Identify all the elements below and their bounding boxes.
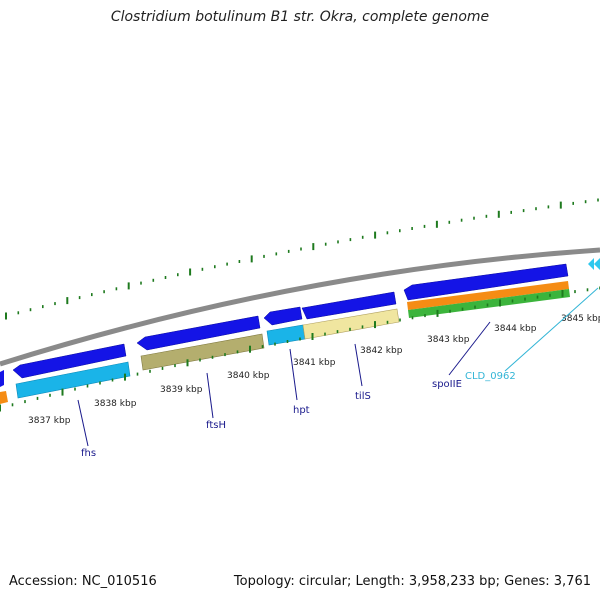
- tick-label: 3839 kbp: [160, 385, 203, 395]
- gene-arrow: [263, 306, 303, 326]
- tick-label: 3837 kbp: [28, 416, 71, 426]
- forward-genes: [0, 258, 600, 387]
- tick-label: 3844 kbp: [494, 324, 537, 334]
- tick-label: 3842 kbp: [360, 346, 403, 356]
- trna-bar: [408, 289, 570, 318]
- genome-backbone: [0, 247, 600, 367]
- leader-line: [448, 321, 491, 376]
- accession-label: Accession: NC_010516: [9, 574, 157, 589]
- genome-summary: Topology: circular; Length: 3,958,233 bp…: [233, 574, 591, 589]
- tick-label: 3838 kbp: [94, 399, 137, 409]
- tick-label: 3845 kbp: [561, 314, 600, 324]
- gene-label-CLD_0962: CLD_0962: [465, 371, 516, 382]
- gene-arrow: [12, 343, 127, 379]
- gene-arrow: [136, 315, 261, 351]
- leader-line: [206, 372, 214, 419]
- tick-label: 3841 kbp: [293, 358, 336, 368]
- gene-arrow: [0, 370, 4, 387]
- leader-line: [504, 287, 599, 372]
- rrna-bar: [407, 281, 569, 310]
- gene-arrow: [403, 263, 569, 301]
- cds-features: [0, 281, 570, 404]
- leader-line: [354, 343, 363, 387]
- cds-bar: [0, 391, 8, 404]
- gene-arrow: [301, 291, 397, 320]
- gene-arrow: [588, 258, 594, 270]
- cds-bar: [266, 324, 306, 346]
- gene-label-tilS: tilS: [355, 391, 371, 402]
- cds-bar: [15, 361, 131, 399]
- gene-label-ftsH: ftsH: [206, 420, 226, 431]
- tick-label: 3840 kbp: [227, 371, 270, 381]
- tick-labels: 3837 kbp 3838 kbp 3839 kbp 3840 kbp 3841…: [28, 314, 600, 426]
- gene-label-fhs: fhs: [81, 448, 96, 459]
- gene-labels: fhs ftsH hpt tilS spoIIE CLD_0962: [77, 287, 599, 459]
- tick-label: 3843 kbp: [427, 335, 470, 345]
- outer-tick-marks: [5, 198, 599, 320]
- gene-label-hpt: hpt: [293, 405, 310, 416]
- map-title: Clostridium botulinum B1 str. Okra, comp…: [110, 9, 490, 25]
- inner-tick-marks: [0, 286, 600, 412]
- gene-arrow: [594, 258, 600, 270]
- leader-line: [289, 348, 298, 401]
- leader-line: [77, 399, 89, 447]
- cds-bar: [302, 308, 400, 340]
- cds-bar: [140, 333, 265, 371]
- gene-label-spoIIE: spoIIE: [432, 379, 462, 390]
